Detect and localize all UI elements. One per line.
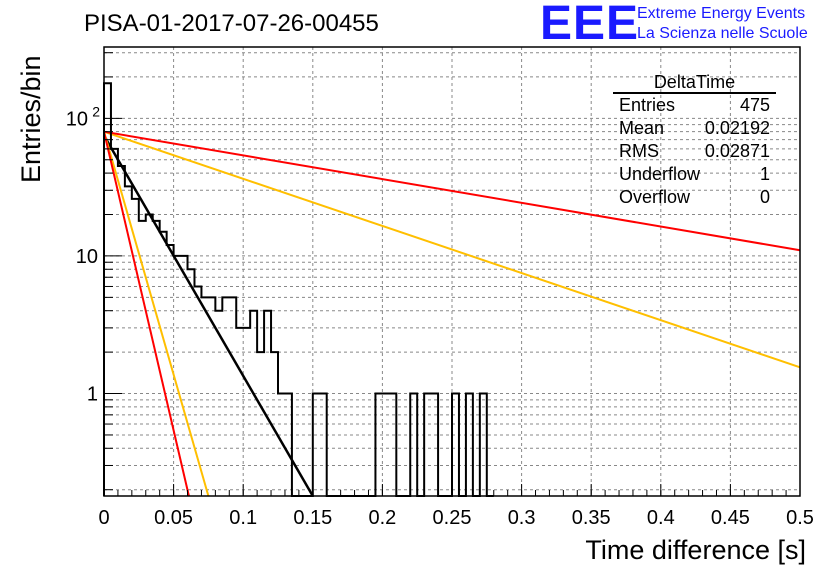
plot-title: PISA-01-2017-07-26-00455 xyxy=(84,10,379,37)
x-tick-label: 0.35 xyxy=(572,507,611,529)
stats-label: Mean xyxy=(619,118,665,138)
x-tick-label: 0.3 xyxy=(508,507,536,529)
y-tick-label: 1 xyxy=(87,384,98,406)
x-tick-label: 0.5 xyxy=(786,507,814,529)
stats-value: 0 xyxy=(759,187,770,207)
fit-line xyxy=(103,130,801,369)
stats-label: Entries xyxy=(619,95,676,115)
stats-value: 475 xyxy=(739,95,770,115)
stats-row-rms: RMS 0.02871 xyxy=(613,140,776,163)
x-axis-label: Time difference [s] xyxy=(585,535,806,565)
x-tick-label: 0.45 xyxy=(711,507,750,529)
x-tick-label: 0.15 xyxy=(293,507,332,529)
x-tick-label: 0.1 xyxy=(229,507,257,529)
fit-line xyxy=(102,134,314,497)
y-axis-label: Entries/bin xyxy=(16,55,46,183)
x-tick-label: 0 xyxy=(98,507,109,529)
y-tick-exponent: 2 xyxy=(92,103,100,119)
logo-line-2: La Scienza nelle Scuole xyxy=(637,25,808,42)
x-tick-label: 0.25 xyxy=(433,507,472,529)
fit-line xyxy=(103,131,190,497)
stats-label: RMS xyxy=(619,141,659,161)
x-tick-label: 0.4 xyxy=(647,507,675,529)
x-tick-labels: 0 0.05 0.1 0.15 0.2 0.25 0.3 0.35 0.4 0.45 0.5 xyxy=(98,507,813,529)
stats-label: Overflow xyxy=(619,187,691,207)
stats-box: DeltaTime Entries 475 Mean 0.02192 RMS 0… xyxy=(613,72,776,209)
fit-lines xyxy=(102,130,801,497)
stats-row-mean: Mean 0.02192 xyxy=(613,117,776,140)
stats-value: 1 xyxy=(759,164,770,184)
histogram-bars xyxy=(103,82,494,497)
stats-label: Underflow xyxy=(619,164,701,184)
eee-logo: EEE xyxy=(540,0,640,50)
stats-row-underflow: Underflow 1 xyxy=(613,163,776,186)
y-tick-label: 10 xyxy=(66,108,88,130)
fit-line xyxy=(103,131,210,497)
stats-row-overflow: Overflow 0 xyxy=(613,186,776,209)
axis-ticks xyxy=(103,52,801,496)
logo-line-1: Extreme Energy Events xyxy=(637,5,806,22)
stats-value: 0.02192 xyxy=(704,118,770,138)
fit-line xyxy=(103,130,801,252)
x-tick-label: 0.05 xyxy=(154,507,193,529)
stats-title: DeltaTime xyxy=(613,72,776,94)
stats-row-entries: Entries 475 xyxy=(613,94,776,117)
y-tick-label: 10 xyxy=(76,246,98,268)
stats-value: 0.02871 xyxy=(704,141,770,161)
x-tick-label: 0.2 xyxy=(368,507,396,529)
